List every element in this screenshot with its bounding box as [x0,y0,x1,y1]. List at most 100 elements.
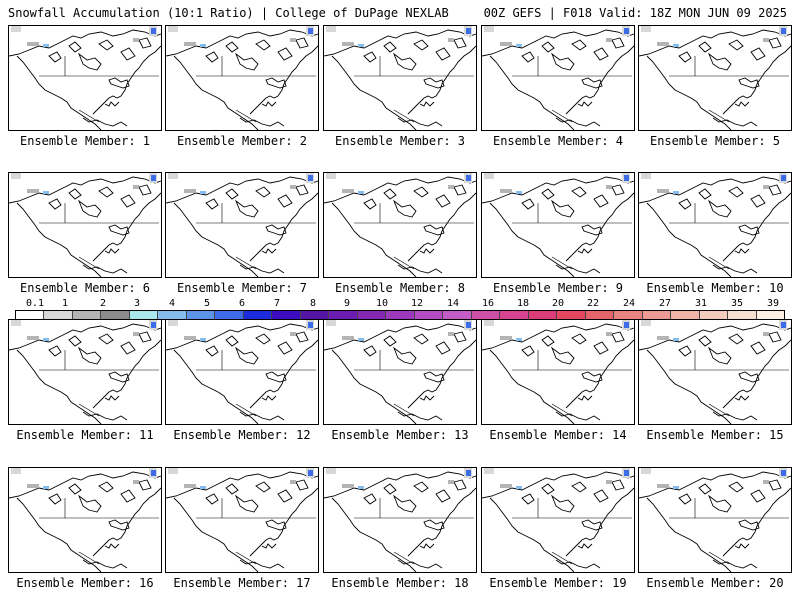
colorbar-legend: 0.1 1 2 3 4 5 6 7 8 9 10 12 14 16 18 20 22 24 27 31 35 39 [15,298,785,320]
colorbar-tick-label: 18 [516,298,530,309]
ensemble-map [481,172,635,278]
map-title: Snowfall Accumulation (10:1 Ratio) | Col… [8,6,449,20]
colorbar-tick-label: 39 [766,298,780,309]
ensemble-panel: Ensemble Member: 11 [8,319,162,442]
ensemble-panel: Ensemble Member: 5 [638,25,792,148]
ensemble-member-label: Ensemble Member: 17 [173,576,311,590]
ensemble-member-label: Ensemble Member: 11 [16,428,154,442]
colorbar-swatch [272,311,301,319]
ensemble-panel: Ensemble Member: 9 [481,172,635,295]
colorbar-swatch [614,311,643,319]
ensemble-panel: Ensemble Member: 19 [481,467,635,590]
colorbar-swatch [215,311,244,319]
north-america-map [482,26,634,130]
ensemble-member-label: Ensemble Member: 18 [331,576,469,590]
colorbar-swatch [243,311,273,319]
north-america-map [482,320,634,424]
north-america-map [9,173,161,277]
north-america-map [482,173,634,277]
north-america-map [324,173,476,277]
colorbar-tick-label: 8 [309,298,317,309]
north-america-map [639,468,791,572]
colorbar-swatch [585,311,615,319]
colorbar-swatch [471,311,501,319]
colorbar-swatch [756,311,785,319]
ensemble-member-label: Ensemble Member: 12 [173,428,311,442]
ensemble-map [481,319,635,425]
ensemble-member-label: Ensemble Member: 5 [649,134,781,148]
colorbar-swatch [728,311,757,319]
colorbar-swatches [15,310,785,320]
north-america-map [166,468,318,572]
colorbar-tick-label: 20 [551,298,565,309]
colorbar-tick-label: 22 [586,298,600,309]
colorbar-tick-label: 0.1 [25,298,45,309]
ensemble-map [8,319,162,425]
ensemble-map [638,25,792,131]
colorbar-tick-label: 1 [61,298,69,309]
ensemble-panel: Ensemble Member: 2 [165,25,319,148]
colorbar-swatch [699,311,729,319]
north-america-map [639,320,791,424]
colorbar-swatch [329,311,358,319]
ensemble-panel: Ensemble Member: 7 [165,172,319,295]
run-valid-time: 00Z GEFS | F018 Valid: 18Z MON JUN 09 20… [483,6,787,20]
colorbar-tick-label: 12 [410,298,424,309]
colorbar-tick-label: 2 [99,298,107,309]
colorbar-swatch [671,311,700,319]
colorbar-tick-label: 5 [203,298,211,309]
ensemble-map [638,172,792,278]
ensemble-member-label: Ensemble Member: 1 [19,134,151,148]
ensemble-member-label: Ensemble Member: 2 [176,134,308,148]
ensemble-panel: Ensemble Member: 13 [323,319,477,442]
colorbar-tick-label: 31 [694,298,708,309]
north-america-map [639,26,791,130]
ensemble-map [8,25,162,131]
north-america-map [324,468,476,572]
colorbar-swatch [186,311,216,319]
north-america-map [166,173,318,277]
north-america-map [166,26,318,130]
ensemble-member-label: Ensemble Member: 8 [334,281,466,295]
colorbar-tick-label: 6 [238,298,246,309]
north-america-map [9,468,161,572]
ensemble-map [8,467,162,573]
ensemble-member-label: Ensemble Member: 7 [176,281,308,295]
colorbar-swatch [72,311,102,319]
ensemble-map [481,25,635,131]
ensemble-member-label: Ensemble Member: 15 [646,428,784,442]
ensemble-member-label: Ensemble Member: 9 [492,281,624,295]
ensemble-member-label: Ensemble Member: 19 [489,576,627,590]
ensemble-member-label: Ensemble Member: 13 [331,428,469,442]
ensemble-member-label: Ensemble Member: 6 [19,281,151,295]
ensemble-panel: Ensemble Member: 1 [8,25,162,148]
ensemble-map [323,319,477,425]
colorbar-tick-label: 27 [658,298,672,309]
ensemble-member-label: Ensemble Member: 16 [16,576,154,590]
colorbar-tick-label: 4 [168,298,176,309]
ensemble-panel: Ensemble Member: 8 [323,172,477,295]
ensemble-member-label: Ensemble Member: 10 [646,281,784,295]
ensemble-panel: Ensemble Member: 15 [638,319,792,442]
colorbar-swatch [414,311,444,319]
ensemble-panel: Ensemble Member: 6 [8,172,162,295]
ensemble-map [8,172,162,278]
colorbar-swatch [357,311,387,319]
colorbar-swatch [528,311,558,319]
colorbar-labels: 0.1 1 2 3 4 5 6 7 8 9 10 12 14 16 18 20 22 24 27 31 35 39 [15,298,785,310]
colorbar-tick-label: 7 [273,298,281,309]
colorbar-swatch [642,311,672,319]
ensemble-panel: Ensemble Member: 14 [481,319,635,442]
colorbar-tick-label: 35 [730,298,744,309]
ensemble-panel: Ensemble Member: 4 [481,25,635,148]
colorbar-swatch [300,311,330,319]
colorbar-swatch [386,311,415,319]
ensemble-panel: Ensemble Member: 10 [638,172,792,295]
colorbar-swatch [443,311,472,319]
north-america-map [166,320,318,424]
colorbar-tick-label: 24 [622,298,636,309]
north-america-map [639,173,791,277]
ensemble-member-label: Ensemble Member: 4 [492,134,624,148]
ensemble-map [323,467,477,573]
ensemble-map [323,172,477,278]
